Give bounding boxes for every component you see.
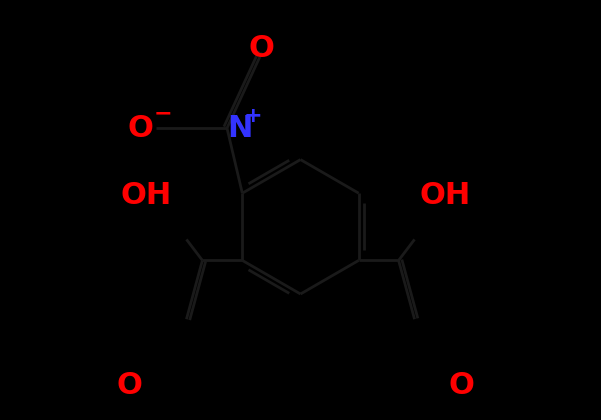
Text: +: + bbox=[244, 105, 263, 126]
Text: O: O bbox=[448, 371, 474, 400]
Text: N: N bbox=[227, 113, 252, 143]
Text: O: O bbox=[116, 371, 142, 400]
Text: O: O bbox=[127, 113, 153, 143]
Text: O: O bbox=[249, 34, 275, 63]
Text: −: − bbox=[153, 103, 172, 123]
Text: OH: OH bbox=[121, 181, 172, 210]
Text: OH: OH bbox=[419, 181, 471, 210]
